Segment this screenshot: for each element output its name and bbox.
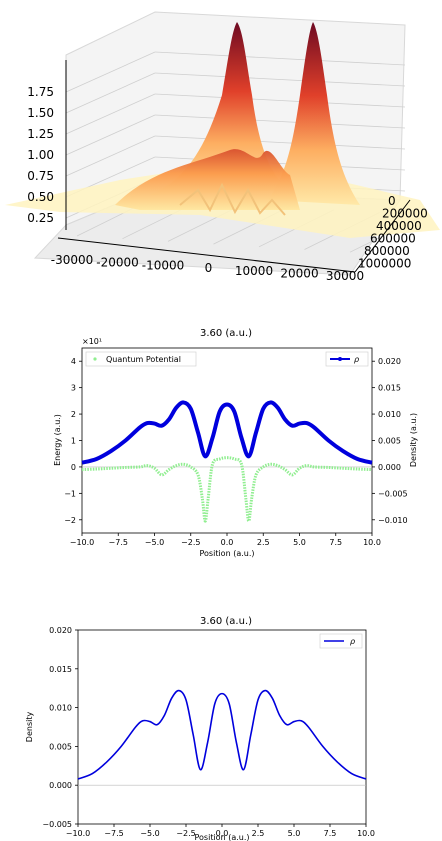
legend-rho3-label: ρ <box>350 637 355 646</box>
chart2-title: 3.60 (a.u.) <box>200 328 252 339</box>
y-tick-label: −1 <box>64 489 76 498</box>
chart2-legend-left: Quantum Potential <box>85 351 197 367</box>
x-tick-label: -30000 <box>51 253 94 267</box>
x-tick-label: 10000 <box>235 264 273 278</box>
y-tick-label: 4 <box>71 357 76 366</box>
x-tick-label: 7.5 <box>329 538 342 547</box>
z-tick-label: 1.25 <box>27 127 54 141</box>
y-tick-label: 1 <box>71 437 76 446</box>
y-right-tick-label: −0.005 <box>378 489 408 498</box>
y-axis-line <box>354 199 411 273</box>
y-tick-label: 0.020 <box>49 626 72 635</box>
chart2-legend-right: ρ <box>325 351 369 367</box>
x-tick-label: 0.0 <box>221 538 234 547</box>
chart2-ylabel: Energy (a.u.) <box>53 414 62 466</box>
x-tick-label: 0 <box>205 261 213 275</box>
legend-rho-marker <box>338 357 342 361</box>
surface-ripples <box>179 182 286 216</box>
x-tick-label: −10.0 <box>66 829 91 838</box>
x-tick-label: 5.0 <box>293 538 306 547</box>
x-tick-label: −2.5 <box>176 829 195 838</box>
y-tick-label: 0.005 <box>49 742 72 751</box>
right-peak <box>268 22 360 205</box>
y-right-tick-label: 0.000 <box>378 463 401 472</box>
z-tick-label: 0.25 <box>27 211 54 225</box>
y-tick-label: −2 <box>64 516 76 525</box>
x-tick-label: 2.5 <box>252 829 265 838</box>
y-tick-label: 0.010 <box>49 704 72 713</box>
z-grid-line <box>65 135 156 177</box>
y-right-tick-label: −0.010 <box>378 516 408 525</box>
y-right-tick-label: 0.015 <box>378 384 401 393</box>
y-right-tick-label: 0.005 <box>378 437 401 446</box>
y-tick-label: 3 <box>71 384 76 393</box>
y-tick-label: −0.005 <box>42 820 72 829</box>
chart2-ylabel-right: Density (a.u.) <box>409 413 418 467</box>
chart2-xlabel: Position (a.u.) <box>200 549 255 558</box>
density-chart: 3.60 (a.u.) −10.0 −7.5 −5.0 −2.5 0.0 2.5 5.0 7.… <box>25 616 375 841</box>
z-tick-label: 1.75 <box>27 85 54 99</box>
z-grid-line <box>154 72 406 87</box>
z-grid-line <box>65 114 156 156</box>
x-tick-label: 7.5 <box>324 829 337 838</box>
left-peak <box>150 22 290 195</box>
x-tick-label: −5.0 <box>145 538 164 547</box>
z-grid-line <box>65 93 156 135</box>
quantum-potential-line <box>81 456 373 523</box>
x-tick-label: −5.0 <box>140 829 159 838</box>
legend-qp-marker <box>93 357 97 361</box>
z-grid-line <box>65 72 156 114</box>
chart3-plot-frame <box>77 629 367 825</box>
z-tick-label: 0.50 <box>27 190 54 204</box>
y-tick-label: 2 <box>71 410 76 419</box>
z-grid-line <box>154 51 406 66</box>
y-right-tick-label: 0.020 <box>378 357 401 366</box>
z-tick-label: 1.00 <box>27 148 54 162</box>
x-tick-label: 30000 <box>326 269 364 283</box>
y-tick-label: 600000 <box>370 232 416 246</box>
x-axis-line <box>57 237 356 273</box>
y-tick-label: 0 <box>388 194 396 208</box>
chart3-ylabel: Density <box>25 712 34 743</box>
x-tick-label: −7.5 <box>109 538 128 547</box>
x-tick-label: -10000 <box>142 258 185 272</box>
legend-rho-label: ρ <box>354 355 359 364</box>
x-tick-label: −2.5 <box>181 538 200 547</box>
x-tick-label: 10.0 <box>363 538 381 547</box>
x-tick-label: 2.5 <box>257 538 270 547</box>
surface-3d-chart: 0.25 0.50 0.75 1.00 1.25 1.50 1.75 -30000 -2000… <box>5 11 440 283</box>
z-grid-line <box>154 135 406 150</box>
chart3-legend: ρ <box>319 633 363 649</box>
density-line <box>81 400 373 465</box>
y-tick-label: 0 <box>71 463 76 472</box>
y-tick-label: 200000 <box>382 207 428 221</box>
z-grid-line <box>154 93 406 108</box>
x-tick-label: 5.0 <box>288 829 301 838</box>
chart2-exponent: ×10¹ <box>82 337 102 346</box>
x-tick-label: 20000 <box>280 267 318 281</box>
x-tick-label: 0.0 <box>216 829 229 838</box>
y-tick-label: 0.000 <box>49 781 72 790</box>
y-tick-label: 800000 <box>364 244 410 258</box>
legend-qp-label: Quantum Potential <box>106 355 181 364</box>
y-tick-label: 400000 <box>376 219 422 233</box>
z-tick-label: 1.50 <box>27 106 54 120</box>
x-tick-label: −10.0 <box>70 538 95 547</box>
x-tick-label: -20000 <box>96 256 139 270</box>
y-right-tick-label: 0.010 <box>378 410 401 419</box>
z-tick-label: 0.75 <box>27 169 54 183</box>
y-tick-label: 0.015 <box>49 665 72 674</box>
chart3-xlabel: Position (a.u.) <box>195 833 250 841</box>
center-bumps <box>115 149 300 210</box>
energy-density-chart: 3.60 (a.u.) ×10¹ −10.0 −7.5 −5.0 −2.5 0.0 2.5… <box>53 328 418 558</box>
x-tick-label: −7.5 <box>104 829 123 838</box>
density-line <box>77 689 367 780</box>
z-grid-line <box>154 114 406 129</box>
z-grid-line <box>65 51 156 93</box>
y-tick-label: 1000000 <box>358 257 411 271</box>
x-tick-label: 10.0 <box>357 829 375 838</box>
chart3-title: 3.60 (a.u.) <box>200 616 252 627</box>
